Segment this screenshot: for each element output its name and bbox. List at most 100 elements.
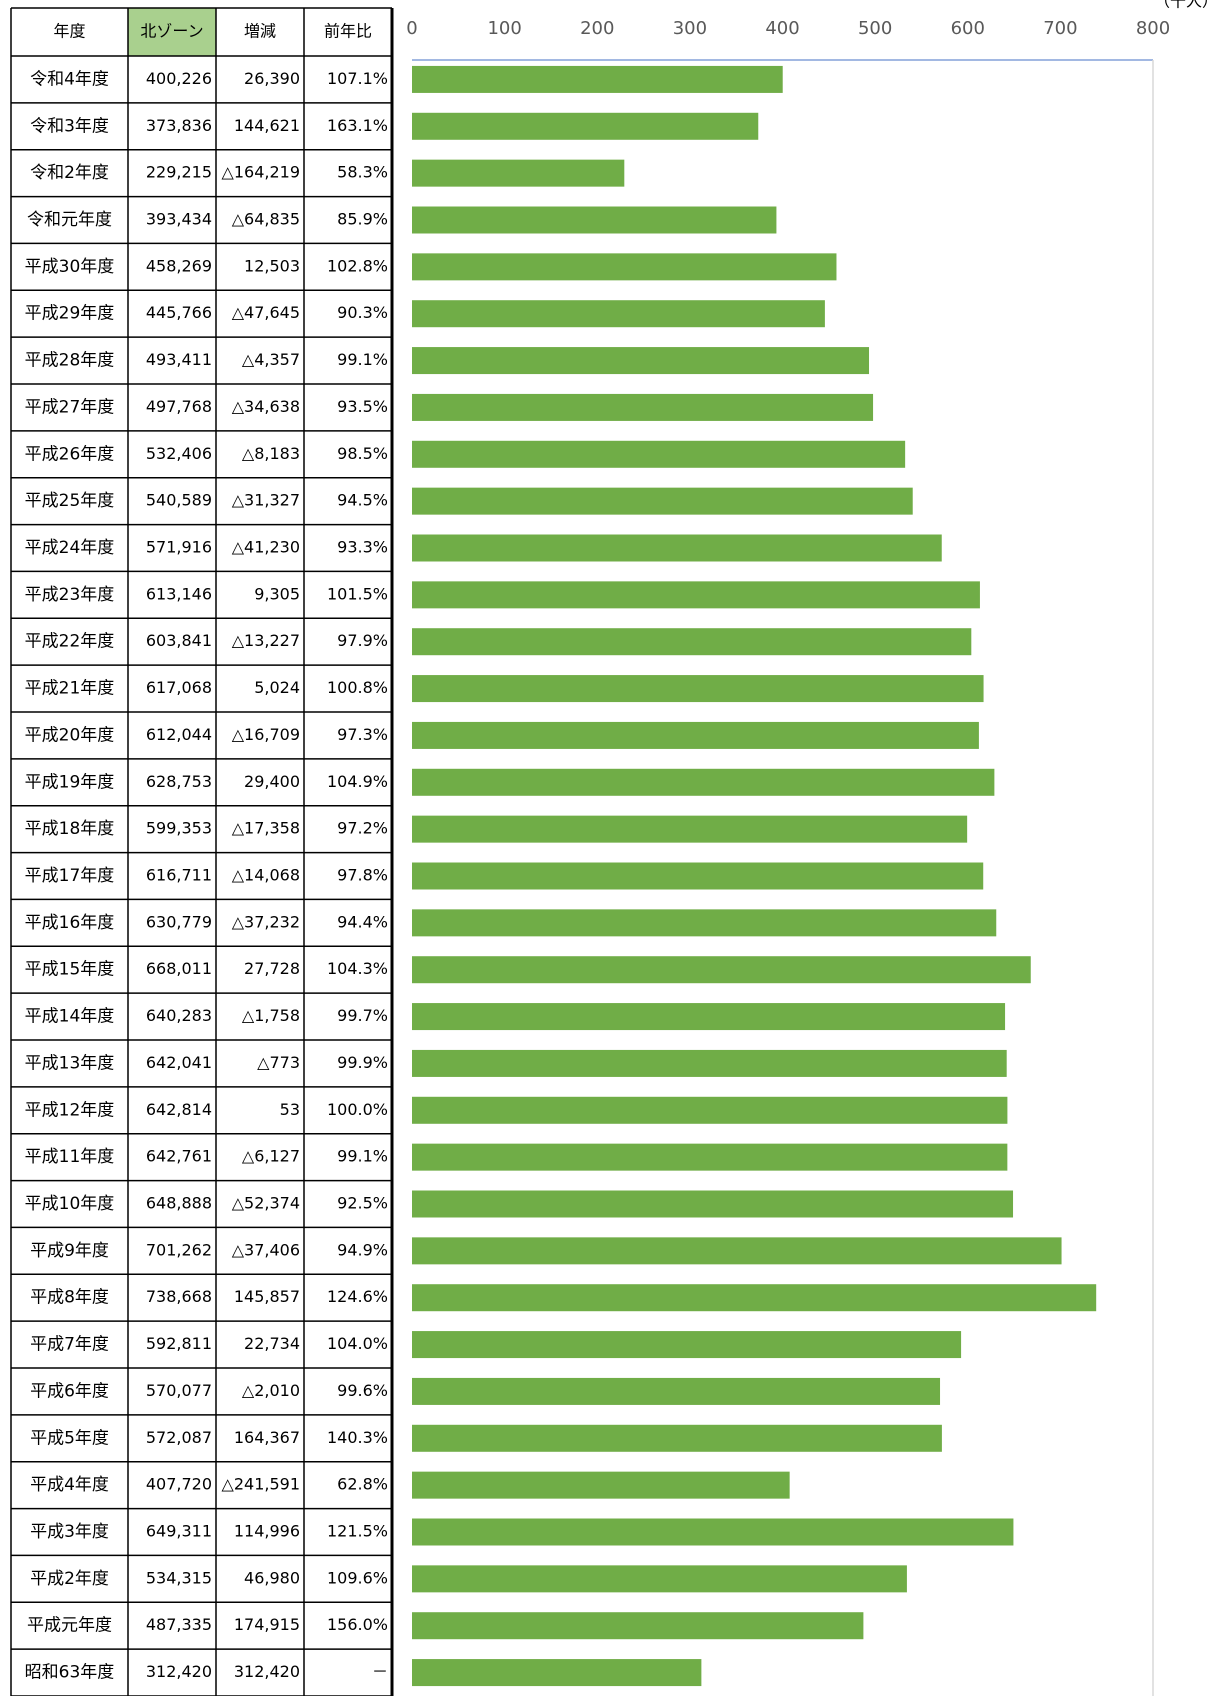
table-cell: 617,068 bbox=[146, 678, 212, 697]
bar bbox=[412, 1003, 1006, 1031]
table-cell: 373,836 bbox=[146, 116, 212, 135]
table-cell: 平成14年度 bbox=[25, 1007, 115, 1027]
bar bbox=[412, 721, 979, 749]
x-tick-label: 600 bbox=[951, 18, 985, 39]
table-cell: 312,420 bbox=[146, 1662, 212, 1681]
table-cell: 99.7% bbox=[337, 1006, 388, 1025]
table-cell: 99.1% bbox=[337, 350, 388, 369]
table-cell: － bbox=[372, 1662, 388, 1681]
bar bbox=[412, 768, 995, 796]
table-cell: 493,411 bbox=[146, 350, 212, 369]
table-cell: 140.3% bbox=[327, 1428, 388, 1447]
table-cell: 平成17年度 bbox=[25, 866, 115, 886]
table-cell: 平成4年度 bbox=[30, 1475, 109, 1495]
table-cell: △37,406 bbox=[232, 1240, 300, 1259]
table-cell: 92.5% bbox=[337, 1194, 388, 1213]
table-cell: 平成12年度 bbox=[25, 1100, 115, 1120]
bar bbox=[412, 675, 984, 703]
bar bbox=[412, 206, 777, 234]
table-cell: △64,835 bbox=[232, 210, 300, 229]
table-cell: △52,374 bbox=[232, 1194, 300, 1213]
x-tick-label: 0 bbox=[406, 18, 417, 39]
table-cell: 99.9% bbox=[337, 1053, 388, 1072]
table-cell: 102.8% bbox=[327, 256, 388, 275]
header-cell: 前年比 bbox=[324, 22, 372, 41]
bar bbox=[412, 112, 759, 140]
table-cell: 令和3年度 bbox=[30, 116, 109, 136]
table-cell: 27,728 bbox=[244, 959, 300, 978]
bar bbox=[412, 1284, 1097, 1312]
table-cell: 121.5% bbox=[327, 1522, 388, 1541]
bar bbox=[412, 440, 906, 468]
header-cell: 増減 bbox=[244, 22, 276, 41]
table-cell: 9,305 bbox=[254, 584, 300, 603]
table-cell: 12,503 bbox=[244, 256, 300, 275]
table-cell: 572,087 bbox=[146, 1428, 212, 1447]
x-tick-label: 500 bbox=[858, 18, 892, 39]
bar bbox=[412, 815, 968, 843]
table-cell: 738,668 bbox=[146, 1287, 212, 1306]
bar bbox=[412, 300, 825, 328]
table-cell: △8,183 bbox=[242, 444, 300, 463]
table-cell: △41,230 bbox=[232, 538, 300, 557]
table-cell: △31,327 bbox=[232, 491, 300, 510]
table-cell: 平成19年度 bbox=[25, 772, 115, 792]
table-cell: 平成15年度 bbox=[25, 960, 115, 980]
table-cell: 平成27年度 bbox=[25, 397, 115, 417]
table-cell: 312,420 bbox=[234, 1662, 300, 1681]
table-cell: 164,367 bbox=[234, 1428, 300, 1447]
table-cell: 701,262 bbox=[146, 1240, 212, 1259]
table-cell: 107.1% bbox=[327, 69, 388, 88]
table-cell: 22,734 bbox=[244, 1334, 300, 1353]
x-tick-label: 300 bbox=[673, 18, 707, 39]
table-cell: 93.3% bbox=[337, 538, 388, 557]
table-cell: 628,753 bbox=[146, 772, 212, 791]
bar bbox=[412, 628, 972, 656]
table-cell: △37,232 bbox=[232, 912, 300, 931]
x-tick-label: 400 bbox=[765, 18, 799, 39]
table-cell: 令和2年度 bbox=[30, 163, 109, 183]
table-cell: 642,814 bbox=[146, 1100, 212, 1119]
table-cell: 平成11年度 bbox=[25, 1147, 115, 1167]
table-cell: 101.5% bbox=[327, 584, 388, 603]
unit-label: （千人） bbox=[1154, 0, 1218, 11]
table-cell: 平成23年度 bbox=[25, 585, 115, 605]
table-cell: 109.6% bbox=[327, 1568, 388, 1587]
table-cell: 平成8年度 bbox=[30, 1288, 109, 1308]
table-cell: 642,041 bbox=[146, 1053, 212, 1072]
table-cell: 487,335 bbox=[146, 1615, 212, 1634]
table-cell: 58.3% bbox=[337, 163, 388, 182]
table-cell: 104.3% bbox=[327, 959, 388, 978]
table-cell: △164,219 bbox=[222, 163, 300, 182]
table-cell: △13,227 bbox=[232, 631, 300, 650]
bar bbox=[412, 253, 837, 281]
table-cell: 平成24年度 bbox=[25, 538, 115, 558]
table-cell: 612,044 bbox=[146, 725, 212, 744]
bar bbox=[412, 1096, 1008, 1124]
table-cell: 458,269 bbox=[146, 256, 212, 275]
table-cell: 640,283 bbox=[146, 1006, 212, 1025]
table-cell: 平成3年度 bbox=[30, 1522, 109, 1542]
table-cell: △1,758 bbox=[242, 1006, 300, 1025]
table-cell: 5,024 bbox=[254, 678, 300, 697]
table-cell: 平成13年度 bbox=[25, 1053, 115, 1073]
table-cell: 571,916 bbox=[146, 538, 212, 557]
table-cell: 平成21年度 bbox=[25, 679, 115, 699]
table-cell: 平成7年度 bbox=[30, 1335, 109, 1355]
table-cell: △4,357 bbox=[242, 350, 300, 369]
table-cell: 平成18年度 bbox=[25, 819, 115, 839]
table-cell: 平成20年度 bbox=[25, 725, 115, 745]
table-cell: 104.9% bbox=[327, 772, 388, 791]
bar bbox=[412, 1049, 1007, 1077]
table-cell: 445,766 bbox=[146, 303, 212, 322]
table-cell: 97.9% bbox=[337, 631, 388, 650]
table-cell: 平成28年度 bbox=[25, 351, 115, 371]
table-cell: △773 bbox=[257, 1053, 300, 1072]
table-cell: 534,315 bbox=[146, 1568, 212, 1587]
bar bbox=[412, 1190, 1014, 1218]
bar bbox=[412, 1565, 907, 1593]
header-cell-bg bbox=[128, 8, 216, 56]
table-cell: 62.8% bbox=[337, 1475, 388, 1494]
bar bbox=[412, 1143, 1008, 1171]
